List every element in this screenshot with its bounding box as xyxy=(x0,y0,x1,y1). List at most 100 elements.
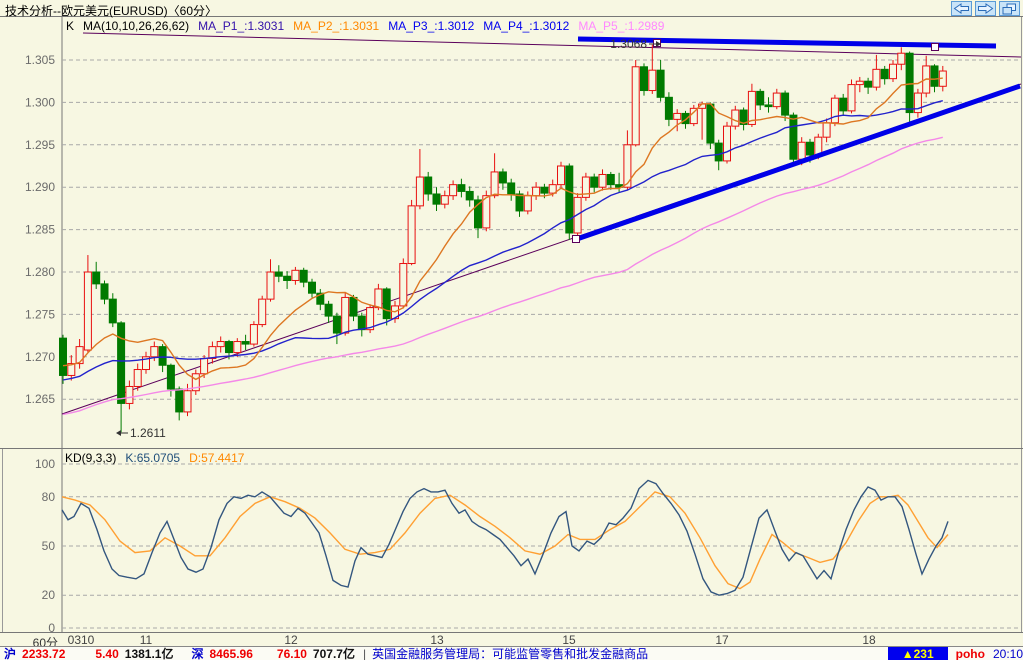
candle xyxy=(440,195,449,205)
candle xyxy=(673,112,682,120)
candle xyxy=(75,346,84,365)
candle xyxy=(664,96,673,120)
candle xyxy=(366,307,375,331)
title-bar: 技术分析--欧元美元(EURUSD)〈60分〉 xyxy=(0,0,1023,18)
low-price-annotation: 1.2611 xyxy=(130,426,166,440)
candle xyxy=(374,288,383,309)
x-tick-label: 12 xyxy=(284,633,298,647)
candle xyxy=(100,283,109,300)
candle xyxy=(557,165,565,186)
status-bar: 沪 2233.72 5.40 1381.1亿 深 8465.96 76.10 707.7亿 | 英… xyxy=(0,646,1023,660)
upper-channel-thin-trendline[interactable] xyxy=(82,32,1022,58)
status-segment: 沪 xyxy=(4,647,17,660)
candle xyxy=(864,80,873,88)
candle xyxy=(648,69,657,92)
candle xyxy=(880,68,889,80)
candle xyxy=(731,109,740,127)
restore-window-button[interactable] xyxy=(999,1,1020,16)
candle xyxy=(266,271,275,300)
candle xyxy=(349,296,358,317)
candle xyxy=(565,165,574,234)
candle xyxy=(399,263,408,307)
candle xyxy=(283,275,292,281)
lower-support-thick-trendline[interactable] xyxy=(573,83,1021,243)
candle xyxy=(382,288,391,320)
candle xyxy=(913,92,922,114)
indicator-label: MA(10,10,26,26,62) xyxy=(83,19,190,33)
candle xyxy=(150,346,159,358)
x-tick-label: 15 xyxy=(562,633,576,647)
candle xyxy=(299,269,308,283)
candle xyxy=(332,315,341,334)
candle xyxy=(623,144,632,188)
price-tick-label: 1.305 xyxy=(25,53,55,67)
upper-resistance-thick-trendline[interactable] xyxy=(577,36,997,49)
kd-tick-label: 0 xyxy=(48,621,55,635)
candle xyxy=(747,90,756,125)
status-segment: 707.7亿 xyxy=(312,647,355,660)
status-segment: poho xyxy=(955,647,985,660)
status-segment: 5.40 xyxy=(95,647,119,660)
candle xyxy=(432,193,441,205)
candle xyxy=(507,182,516,195)
candle xyxy=(208,346,217,359)
candle xyxy=(474,199,482,229)
candle xyxy=(523,195,532,212)
candle xyxy=(772,92,781,108)
trendline-handle[interactable] xyxy=(931,43,939,51)
candle xyxy=(465,190,474,201)
left-arrow-icon xyxy=(953,3,969,14)
candle xyxy=(872,68,881,88)
status-segment: | xyxy=(362,647,367,660)
candle xyxy=(540,186,549,194)
candle xyxy=(739,109,748,125)
price-tick-label: 1.265 xyxy=(25,392,55,406)
candle xyxy=(108,298,117,324)
back-button[interactable] xyxy=(951,1,972,16)
candle xyxy=(424,176,433,195)
status-segment: 20:10 xyxy=(992,647,1023,660)
candle xyxy=(142,356,150,371)
candle xyxy=(83,271,92,351)
kd-k-line xyxy=(61,479,949,596)
ma62-line xyxy=(62,136,943,416)
candle xyxy=(225,341,233,354)
candle xyxy=(498,171,507,184)
candle xyxy=(316,292,325,305)
restore-window-icon xyxy=(1002,3,1016,14)
main-indicator-row: K MA(10,10,26,26,62) MA_P1_:1.3031 MA_P2_:1… xyxy=(66,19,673,33)
indicator-label: MA_P5_:1.2989 xyxy=(578,19,665,33)
candle xyxy=(656,69,665,98)
candle xyxy=(67,363,76,376)
indicator-label: MA_P1_:1.3031 xyxy=(198,19,285,33)
candle xyxy=(905,52,914,114)
page-title: 技术分析--欧元美元(EURUSD)〈60分〉 xyxy=(5,4,218,18)
candle xyxy=(175,388,184,413)
candle xyxy=(59,337,67,376)
x-tick-label: 11 xyxy=(140,633,153,647)
kd-tick-label: 100 xyxy=(35,457,55,471)
indicator-label: MA_P2_:1.3031 xyxy=(293,19,380,33)
candle xyxy=(125,385,134,404)
status-segment: ▲231 xyxy=(887,647,948,660)
price-tick-label: 1.270 xyxy=(25,350,55,364)
candle xyxy=(133,369,142,387)
x-tick-label: 17 xyxy=(715,633,729,647)
candle xyxy=(482,195,491,229)
candle xyxy=(233,341,242,354)
trendline-handle[interactable] xyxy=(572,235,580,243)
indicator-label: MA_P4_:1.3012 xyxy=(483,19,570,33)
candle xyxy=(515,193,524,212)
candle xyxy=(723,125,731,162)
forward-button[interactable] xyxy=(975,1,996,16)
candle xyxy=(756,90,765,106)
candle xyxy=(341,296,350,334)
indicator-label: MA_P3_:1.3012 xyxy=(388,19,475,33)
candle xyxy=(274,271,283,277)
candle xyxy=(781,92,790,116)
kd-indicator-label: K:65.0705 xyxy=(125,451,181,465)
candle xyxy=(897,52,906,65)
ma26-line xyxy=(62,100,943,381)
